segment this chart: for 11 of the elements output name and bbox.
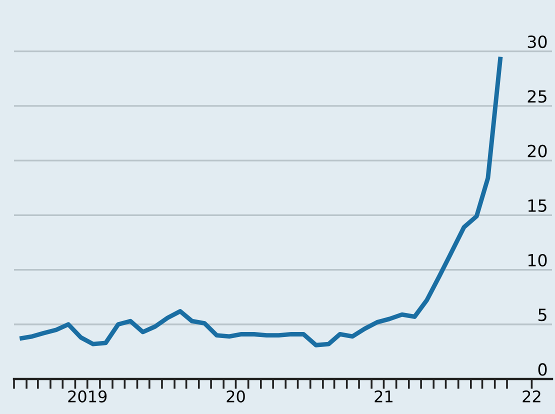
- x-tick-label: 20: [226, 390, 245, 402]
- x-tick-label: 22: [522, 390, 540, 402]
- x-tick-label: 21: [374, 390, 392, 402]
- y-tick-label: 30: [528, 36, 547, 48]
- y-tick-label: 5: [538, 308, 546, 322]
- y-tick-label: 15: [528, 200, 546, 212]
- y-tick-label: 20: [528, 144, 547, 158]
- x-tick-label: 2019: [68, 390, 107, 402]
- y-tick-label: 10: [528, 254, 547, 267]
- y-tick-label: 0: [538, 363, 547, 376]
- y-tick-label: 25: [528, 90, 546, 103]
